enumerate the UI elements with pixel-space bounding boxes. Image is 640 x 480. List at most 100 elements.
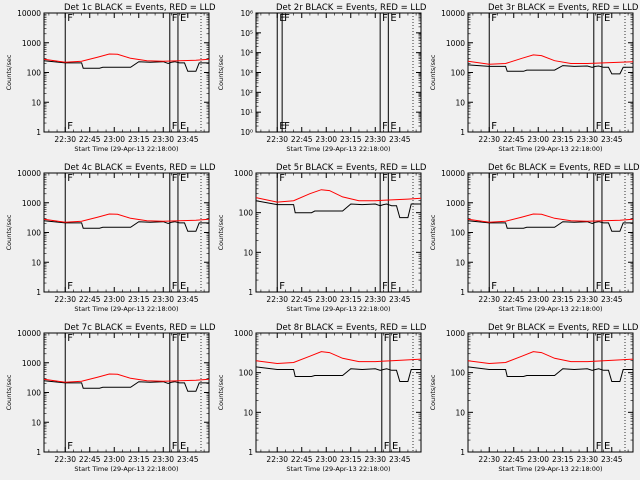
x-axis-label: Start Time (29-Apr-13 22:18:00) — [74, 465, 178, 473]
marker-label: F — [596, 281, 602, 292]
x-tick-label: 23:00 — [315, 455, 337, 464]
x-tick-label: 23:45 — [177, 455, 199, 464]
panel-5: Det 5r BLACK = Events, RED = LLD 1 10 100 10… — [217, 163, 427, 313]
marker-label: F — [172, 173, 178, 184]
marker-label: F — [596, 333, 602, 344]
x-tick-label: 23:15 — [340, 295, 362, 304]
marker-label: F — [382, 173, 388, 184]
lld-series-line — [43, 373, 210, 383]
x-tick-label: 23:45 — [389, 295, 411, 304]
x-tick-label: 23:15 — [552, 455, 574, 464]
marker-label: F — [172, 121, 178, 132]
y-tick-label: 1000 — [446, 199, 465, 208]
x-tick-label: 22:45 — [79, 455, 101, 464]
panel-title: Det 1c BLACK = Events, RED = LLD — [64, 3, 216, 13]
marker-label: F — [384, 441, 390, 452]
x-tick-label: 22:45 — [503, 295, 525, 304]
marker-label: F — [382, 121, 388, 132]
x-tick-label: 23:00 — [103, 295, 125, 304]
marker-label: F — [491, 281, 497, 292]
plot-frame — [255, 12, 422, 133]
marker-label: E — [390, 121, 396, 132]
marker-label: E — [392, 441, 398, 452]
panel-1: Det 1c BLACK = Events, RED = LLD 1 10 100 10… — [5, 3, 216, 153]
y-tick-label: 10 — [455, 408, 465, 417]
x-axis-label: Start Time (29-Apr-13 22:18:00) — [498, 305, 602, 313]
x-tick-label: 22:45 — [503, 455, 525, 464]
panel-title: Det 9r BLACK = Events, RED = LLD — [488, 323, 639, 333]
lld-series-line — [467, 213, 634, 223]
y-tick-label: 10 — [243, 248, 253, 257]
x-tick-label: 23:45 — [389, 135, 411, 144]
y-tick-label: 10⁰ — [240, 128, 253, 137]
panel-7: Det 7c BLACK = Events, RED = LLD 1 10 100 10… — [5, 323, 216, 473]
y-axis-label: Counts/sec — [217, 214, 225, 250]
y-tick-label: 100 — [451, 229, 466, 238]
plot-frame — [255, 172, 422, 293]
marker-label: F — [596, 441, 602, 452]
y-axis-label: Counts/sec — [5, 54, 13, 90]
y-tick-label: 10000 — [441, 169, 465, 178]
panel-title: Det 3r BLACK = Events, RED = LLD — [488, 3, 639, 13]
y-tick-label: 100 — [451, 69, 466, 78]
x-axis-label: Start Time (29-Apr-13 22:18:00) — [74, 305, 178, 313]
y-tick-label: 1000 — [446, 329, 465, 338]
x-tick-label: 23:30 — [152, 455, 174, 464]
x-tick-label: 23:45 — [601, 295, 623, 304]
marker-label: F — [67, 441, 73, 452]
x-tick-label: 22:30 — [266, 455, 288, 464]
panel-title: Det 6c BLACK = Events, RED = LLD — [488, 163, 640, 173]
y-tick-label: 100 — [239, 369, 254, 378]
marker-label: E — [180, 121, 186, 132]
y-tick-label: 10² — [240, 88, 253, 97]
marker-label: F — [382, 281, 388, 292]
y-tick-label: 1 — [248, 448, 253, 457]
x-tick-label: 23:45 — [177, 135, 199, 144]
y-tick-label: 1000 — [22, 39, 41, 48]
x-tick-label: 22:45 — [291, 455, 313, 464]
marker-label: F — [172, 13, 178, 24]
x-tick-label: 23:15 — [552, 295, 574, 304]
x-tick-label: 23:15 — [128, 135, 150, 144]
marker-label: F — [596, 121, 602, 132]
plot-frame — [43, 12, 210, 133]
marker-label: E — [392, 333, 398, 344]
marker-label: E — [604, 333, 610, 344]
x-tick-label: 23:45 — [601, 455, 623, 464]
y-tick-label: 100 — [27, 69, 42, 78]
y-tick-label: 100 — [27, 229, 42, 238]
x-tick-label: 23:30 — [576, 135, 598, 144]
events-series-line — [467, 64, 633, 75]
y-tick-label: 1000 — [22, 199, 41, 208]
y-tick-label: 1 — [460, 128, 465, 137]
lld-series-line — [43, 53, 210, 63]
x-tick-label: 22:45 — [291, 135, 313, 144]
x-tick-label: 23:30 — [364, 455, 386, 464]
x-tick-label: 22:30 — [54, 295, 76, 304]
events-series-line — [255, 200, 421, 219]
x-axis-label: Start Time (29-Apr-13 22:18:00) — [286, 305, 390, 313]
lld-series-line — [255, 189, 422, 203]
x-tick-label: 22:30 — [54, 455, 76, 464]
y-tick-label: 1 — [248, 288, 253, 297]
lld-series-line — [255, 351, 422, 365]
marker-label: F — [172, 333, 178, 344]
x-tick-label: 23:30 — [364, 135, 386, 144]
y-tick-label: 1 — [460, 288, 465, 297]
x-axis-label: Start Time (29-Apr-13 22:18:00) — [74, 145, 178, 153]
y-tick-label: 10⁵ — [240, 29, 253, 38]
lld-series-line — [467, 54, 634, 65]
x-tick-label: 23:30 — [364, 295, 386, 304]
y-tick-label: 10000 — [17, 169, 41, 178]
events-series-line — [467, 366, 633, 382]
x-tick-label: 23:15 — [340, 455, 362, 464]
x-tick-label: 23:15 — [552, 135, 574, 144]
y-tick-label: 10⁶ — [240, 9, 253, 18]
plot-frame — [467, 12, 634, 133]
y-tick-label: 1000 — [22, 359, 41, 368]
y-tick-label: 10¹ — [240, 108, 253, 117]
marker-label: F — [382, 13, 388, 24]
y-axis-label: Counts/sec — [217, 374, 225, 410]
x-axis-label: Start Time (29-Apr-13 22:18:00) — [286, 145, 390, 153]
x-tick-label: 22:30 — [266, 135, 288, 144]
